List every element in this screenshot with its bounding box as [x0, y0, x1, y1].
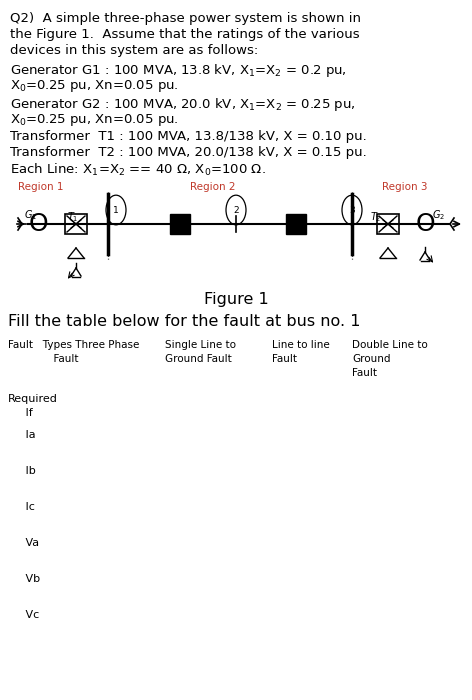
Text: Va: Va: [8, 538, 39, 548]
Text: Ib: Ib: [8, 466, 36, 476]
Text: Single Line to
Ground Fault: Single Line to Ground Fault: [165, 340, 236, 364]
Text: 1: 1: [113, 206, 119, 214]
Text: Generator G1 : 100 MVA, 13.8 kV, X$_1$=X$_2$ = 0.2 pu,: Generator G1 : 100 MVA, 13.8 kV, X$_1$=X…: [10, 62, 347, 79]
Text: $G_2$: $G_2$: [432, 208, 445, 222]
Text: devices in this system are as follows:: devices in this system are as follows:: [10, 44, 258, 57]
Text: O: O: [28, 212, 48, 236]
Text: 3: 3: [349, 206, 355, 214]
Text: Transformer  T2 : 100 MVA, 20.0/138 kV, X = 0.15 pu.: Transformer T2 : 100 MVA, 20.0/138 kV, X…: [10, 146, 367, 159]
Text: $T_2$: $T_2$: [370, 210, 381, 224]
Text: Region 2: Region 2: [190, 182, 236, 192]
Text: 2: 2: [233, 206, 239, 214]
Text: Line to line
Fault: Line to line Fault: [272, 340, 330, 364]
Text: Vb: Vb: [8, 574, 40, 584]
Text: $T_1$: $T_1$: [67, 210, 78, 224]
FancyBboxPatch shape: [286, 214, 306, 234]
Text: X$_0$=0.25 pu, Xn=0.05 pu.: X$_0$=0.25 pu, Xn=0.05 pu.: [10, 112, 178, 128]
Text: X$_0$=0.25 pu, Xn=0.05 pu.: X$_0$=0.25 pu, Xn=0.05 pu.: [10, 78, 178, 94]
Text: Fill the table below for the fault at bus no. 1: Fill the table below for the fault at bu…: [8, 314, 361, 329]
Text: the Figure 1.  Assume that the ratings of the various: the Figure 1. Assume that the ratings of…: [10, 28, 360, 41]
Text: Double Line to
Ground
Fault: Double Line to Ground Fault: [352, 340, 428, 378]
Text: Each Line: X$_1$=X$_2$ == 40 $\Omega$, X$_0$=100 $\Omega$.: Each Line: X$_1$=X$_2$ == 40 $\Omega$, X…: [10, 162, 266, 178]
Text: Q2)  A simple three-phase power system is shown in: Q2) A simple three-phase power system is…: [10, 12, 361, 25]
Text: Fault   Types Three Phase
              Fault: Fault Types Three Phase Fault: [8, 340, 139, 364]
Text: Vc: Vc: [8, 610, 39, 620]
Text: Figure 1: Figure 1: [203, 292, 269, 307]
Text: Required
     If: Required If: [8, 394, 58, 418]
Text: Ia: Ia: [8, 430, 35, 440]
Text: Ic: Ic: [8, 502, 35, 512]
Text: Region 1: Region 1: [18, 182, 64, 192]
Text: $G_1$: $G_1$: [24, 208, 37, 222]
Text: O: O: [415, 212, 435, 236]
Text: Region 3: Region 3: [382, 182, 428, 192]
Text: Generator G2 : 100 MVA, 20.0 kV, X$_1$=X$_2$ = 0.25 pu,: Generator G2 : 100 MVA, 20.0 kV, X$_1$=X…: [10, 96, 355, 113]
FancyBboxPatch shape: [170, 214, 190, 234]
Text: Transformer  T1 : 100 MVA, 13.8/138 kV, X = 0.10 pu.: Transformer T1 : 100 MVA, 13.8/138 kV, X…: [10, 130, 367, 143]
